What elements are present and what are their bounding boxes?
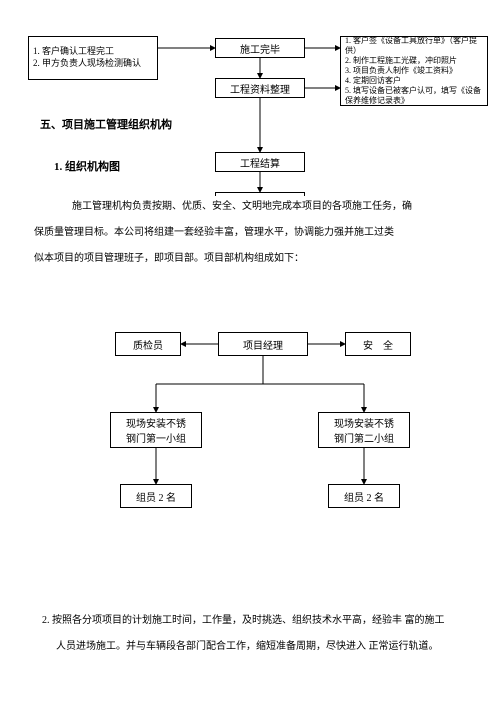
para-1-line1: 施工管理机构负责按期、优质、安全、文明地完成本项目的各项施工任务，确 [70, 196, 480, 218]
flow1-center-3: 工程结算 [215, 152, 305, 172]
heading-section-5: 五、项目施工管理组织机构 [40, 116, 172, 132]
para-2-line2: 人员进场施工。并与车辆段各部门配合工作，缩短准备周期，尽快进入 正常运行轨道。 [54, 636, 490, 658]
flow1-center-1: 施工完毕 [215, 38, 305, 58]
org-box-team1: 现场安装不锈 钢门第一小组 [110, 412, 202, 448]
flow1-right-box: 1. 客户签《设备工具放行单》（客户提供） 2. 制作工程施工光碟，冲印照片 3… [340, 36, 488, 106]
org-box-members2: 组员 2 名 [328, 484, 400, 508]
flow1-left-box: 1. 客户确认工程完工 2. 甲方负责人现场检测确认 [28, 36, 158, 80]
org-box-safety: 安 全 [345, 332, 411, 356]
para-1-line2: 保质量管理目标。本公司将组建一套经验丰富，管理水平，协调能力强并施工过类 [32, 222, 480, 244]
org-box-team2: 现场安装不锈 钢门第二小组 [318, 412, 410, 448]
org-box-pm: 项目经理 [218, 332, 308, 356]
para-1-line3: 似本项目的项目管理班子，即项目部。项目部机构组成如下： [32, 248, 480, 270]
para-2-line1: 2. 按照各分项项目的计划施工时间，工作量，及时挑选、组织技术水平高，经验丰 富… [40, 610, 490, 632]
heading-1-orgchart: 1. 组织机构图 [54, 158, 120, 174]
flow1-center-2: 工程资料整理 [215, 78, 305, 98]
org-box-inspector: 质检员 [115, 332, 181, 356]
org-box-members1: 组员 2 名 [120, 484, 192, 508]
